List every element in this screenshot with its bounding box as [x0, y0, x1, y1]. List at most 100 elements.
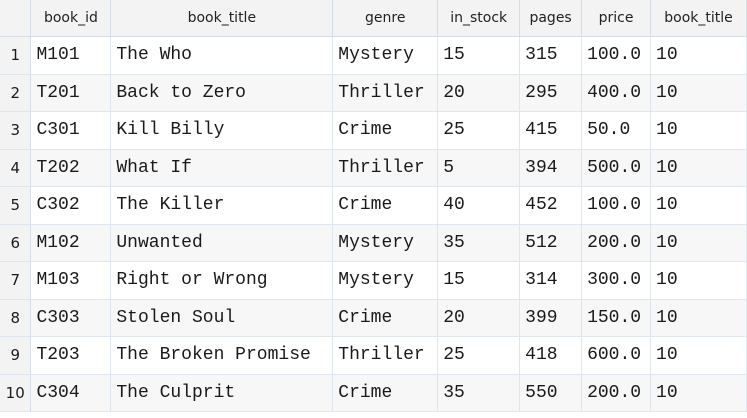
cell-book-id[interactable]: C303 — [30, 299, 112, 337]
cell-book-title-2[interactable]: 10 — [650, 299, 747, 337]
cell-pages[interactable]: 394 — [519, 149, 583, 187]
cell-in-stock[interactable]: 5 — [437, 149, 521, 187]
column-header-book-title-2[interactable]: book_title — [650, 0, 747, 37]
cell-book-title-2[interactable]: 10 — [650, 74, 747, 112]
table-row[interactable]: 9 T203 The Broken Promise Thriller 25 41… — [0, 336, 747, 375]
cell-book-title-2[interactable]: 10 — [650, 336, 747, 375]
cell-pages[interactable]: 550 — [519, 374, 583, 412]
cell-book-title[interactable]: The Killer — [110, 186, 334, 225]
cell-book-title[interactable]: Unwanted — [110, 224, 334, 262]
column-header-book-id[interactable]: book_id — [30, 0, 112, 37]
cell-book-id[interactable]: T202 — [30, 149, 112, 187]
column-header-book-title[interactable]: book_title — [110, 0, 334, 37]
cell-book-title[interactable]: Right or Wrong — [110, 261, 334, 300]
cell-price[interactable]: 50.0 — [581, 111, 652, 150]
cell-pages[interactable]: 452 — [519, 186, 583, 225]
cell-in-stock[interactable]: 25 — [437, 336, 521, 375]
cell-book-id[interactable]: C301 — [30, 111, 112, 150]
table-row[interactable]: 4 T202 What If Thriller 5 394 500.0 10 — [0, 149, 747, 187]
cell-price[interactable]: 600.0 — [581, 336, 652, 375]
table-row[interactable]: 2 T201 Back to Zero Thriller 20 295 400.… — [0, 74, 747, 112]
cell-book-id[interactable]: T201 — [30, 74, 112, 112]
cell-genre[interactable]: Crime — [332, 374, 439, 412]
cell-price[interactable]: 200.0 — [581, 374, 652, 412]
cell-pages[interactable]: 314 — [519, 261, 583, 300]
cell-book-id[interactable]: M103 — [30, 261, 112, 300]
cell-pages[interactable]: 415 — [519, 111, 583, 150]
cell-price[interactable]: 200.0 — [581, 224, 652, 262]
column-header-pages[interactable]: pages — [519, 0, 583, 37]
table-row[interactable]: 10 C304 The Culprit Crime 35 550 200.0 1… — [0, 374, 747, 412]
cell-genre[interactable]: Crime — [332, 111, 439, 150]
row-number[interactable]: 8 — [0, 299, 32, 337]
cell-price[interactable]: 100.0 — [581, 36, 652, 75]
cell-book-title[interactable]: The Broken Promise — [110, 336, 334, 375]
cell-pages[interactable]: 512 — [519, 224, 583, 262]
cell-book-title[interactable]: Stolen Soul — [110, 299, 334, 337]
cell-price[interactable]: 100.0 — [581, 186, 652, 225]
cell-book-id[interactable]: M101 — [30, 36, 112, 75]
cell-in-stock[interactable]: 35 — [437, 374, 521, 412]
row-number-header[interactable] — [0, 0, 32, 37]
table-row[interactable]: 1 M101 The Who Mystery 15 315 100.0 10 — [0, 36, 747, 75]
cell-book-title-2[interactable]: 10 — [650, 36, 747, 75]
cell-genre[interactable]: Thriller — [332, 336, 439, 375]
cell-pages[interactable]: 399 — [519, 299, 583, 337]
cell-genre[interactable]: Mystery — [332, 36, 439, 75]
grid-header: book_id book_title genre in_stock pages … — [0, 0, 747, 37]
cell-in-stock[interactable]: 15 — [437, 36, 521, 75]
table-row[interactable]: 8 C303 Stolen Soul Crime 20 399 150.0 10 — [0, 299, 747, 337]
row-number[interactable]: 3 — [0, 111, 32, 150]
column-header-price[interactable]: price — [581, 0, 652, 37]
cell-book-title[interactable]: Kill Billy — [110, 111, 334, 150]
column-header-genre[interactable]: genre — [332, 0, 439, 37]
cell-genre[interactable]: Thriller — [332, 74, 439, 112]
table-row[interactable]: 5 C302 The Killer Crime 40 452 100.0 10 — [0, 186, 747, 225]
row-number[interactable]: 4 — [0, 149, 32, 187]
cell-book-title-2[interactable]: 10 — [650, 261, 747, 300]
table-row[interactable]: 6 M102 Unwanted Mystery 35 512 200.0 10 — [0, 224, 747, 262]
cell-in-stock[interactable]: 25 — [437, 111, 521, 150]
cell-genre[interactable]: Mystery — [332, 261, 439, 300]
table-row[interactable]: 7 M103 Right or Wrong Mystery 15 314 300… — [0, 261, 747, 300]
cell-in-stock[interactable]: 40 — [437, 186, 521, 225]
cell-book-title[interactable]: The Who — [110, 36, 334, 75]
row-number[interactable]: 9 — [0, 336, 32, 375]
cell-genre[interactable]: Thriller — [332, 149, 439, 187]
cell-in-stock[interactable]: 20 — [437, 74, 521, 112]
cell-price[interactable]: 300.0 — [581, 261, 652, 300]
cell-book-id[interactable]: M102 — [30, 224, 112, 262]
cell-book-title-2[interactable]: 10 — [650, 111, 747, 150]
cell-genre[interactable]: Crime — [332, 299, 439, 337]
cell-genre[interactable]: Mystery — [332, 224, 439, 262]
cell-book-title-2[interactable]: 10 — [650, 149, 747, 187]
cell-book-title-2[interactable]: 10 — [650, 224, 747, 262]
row-number[interactable]: 6 — [0, 224, 32, 262]
cell-in-stock[interactable]: 35 — [437, 224, 521, 262]
column-header-in-stock[interactable]: in_stock — [437, 0, 521, 37]
cell-genre[interactable]: Crime — [332, 186, 439, 225]
cell-book-id[interactable]: C302 — [30, 186, 112, 225]
cell-book-id[interactable]: C304 — [30, 374, 112, 412]
cell-book-title-2[interactable]: 10 — [650, 186, 747, 225]
cell-pages[interactable]: 295 — [519, 74, 583, 112]
cell-pages[interactable]: 315 — [519, 36, 583, 75]
cell-book-title-2[interactable]: 10 — [650, 374, 747, 412]
row-number[interactable]: 10 — [0, 374, 32, 412]
cell-book-title[interactable]: The Culprit — [110, 374, 334, 412]
row-number[interactable]: 7 — [0, 261, 32, 300]
cell-book-title[interactable]: Back to Zero — [110, 74, 334, 112]
cell-in-stock[interactable]: 20 — [437, 299, 521, 337]
cell-price[interactable]: 150.0 — [581, 299, 652, 337]
cell-in-stock[interactable]: 15 — [437, 261, 521, 300]
cell-book-title[interactable]: What If — [110, 149, 334, 187]
table-row[interactable]: 3 C301 Kill Billy Crime 25 415 50.0 10 — [0, 111, 747, 150]
cell-pages[interactable]: 418 — [519, 336, 583, 375]
cell-price[interactable]: 500.0 — [581, 149, 652, 187]
cell-book-id[interactable]: T203 — [30, 336, 112, 375]
cell-price[interactable]: 400.0 — [581, 74, 652, 112]
row-number[interactable]: 1 — [0, 36, 32, 75]
row-number[interactable]: 5 — [0, 186, 32, 225]
row-number[interactable]: 2 — [0, 74, 32, 112]
